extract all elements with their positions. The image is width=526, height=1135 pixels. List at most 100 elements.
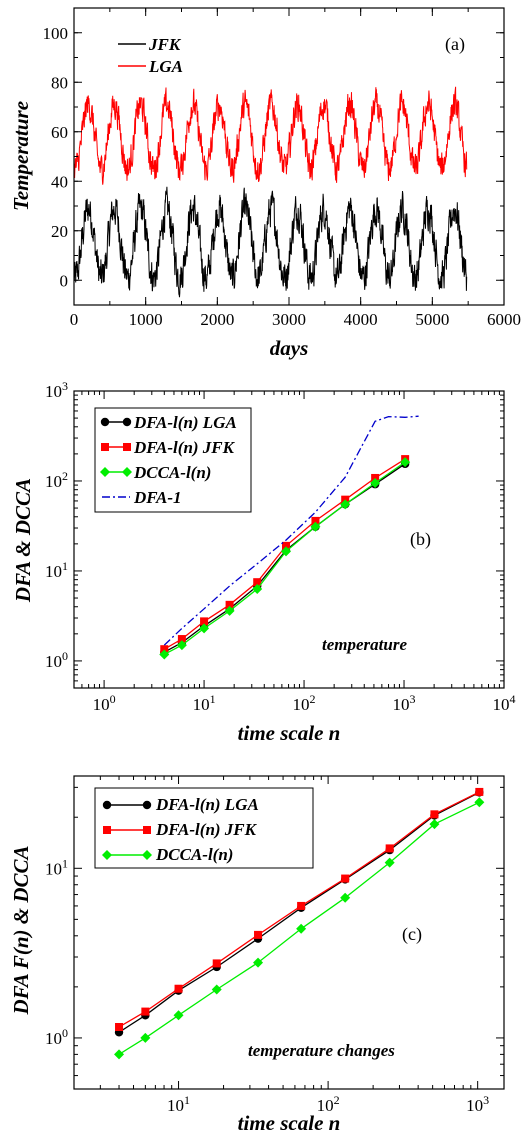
legend-b-jfk-label: DFA-l(n) JFK	[133, 438, 236, 457]
y-tick-label: 80	[51, 73, 68, 92]
data-point-s2	[114, 1049, 125, 1060]
panel-c-frame	[73, 775, 505, 1090]
panel-b-plot-area	[159, 415, 419, 660]
x-tick-label: 4000	[344, 310, 378, 329]
legend-b-dfa1-label: DFA-1	[133, 488, 182, 507]
legend-b-lga-label: DFA-l(n) LGA	[133, 413, 237, 432]
legend-marker-0	[100, 417, 110, 427]
data-point-s1	[385, 844, 394, 853]
legend-marker-0	[122, 417, 132, 427]
data-point-s2	[296, 923, 307, 934]
panel-a-plot-area	[73, 86, 468, 298]
data-point-s1	[174, 984, 183, 993]
panel-b: 100 101 102 103 104 100 101 102 103 time scale n…	[11, 379, 516, 745]
x-tick-label: 101	[193, 692, 216, 714]
y-tick-label: 102	[45, 469, 68, 491]
panel-c-xlabel: time scale n	[238, 1111, 341, 1135]
data-point-s2	[384, 857, 395, 868]
legend-marker-1	[143, 826, 151, 834]
data-point-s2	[176, 640, 187, 651]
data-point-s2	[281, 546, 292, 557]
series-line-2	[118, 801, 480, 1055]
legend-marker-2	[100, 467, 110, 477]
y-tick-label: 100	[43, 24, 69, 43]
data-point-s2	[253, 957, 264, 968]
legend-lga-label: LGA	[148, 57, 183, 76]
y-tick-label: 100	[45, 649, 68, 671]
panel-c-legend: DFA-l(n) LGA DFA-l(n) JFK DCCA-l(n)	[94, 787, 314, 869]
data-point-s1	[254, 930, 263, 939]
legend-marker-1	[123, 443, 131, 451]
data-point-s1	[341, 874, 350, 883]
panel-c-annotation: temperature changes	[248, 1041, 395, 1060]
y-tick-label: 101	[45, 559, 68, 581]
series-line-jfk	[73, 186, 468, 298]
data-point-s2	[173, 1010, 184, 1021]
data-point-s2	[340, 892, 351, 903]
panel-a-tag: (a)	[445, 34, 465, 55]
x-tick-label: 1000	[129, 310, 163, 329]
panel-c-plot-area	[114, 787, 485, 1060]
data-point-s1	[225, 600, 234, 609]
data-point-s2	[340, 499, 351, 510]
panel-b-legend-box	[94, 407, 252, 513]
data-point-s2	[252, 583, 263, 594]
data-point-s1	[475, 787, 484, 796]
data-point-s1	[430, 810, 439, 819]
legend-marker-0	[142, 800, 152, 810]
y-tick-label: 20	[51, 222, 68, 241]
legend-marker-0	[102, 800, 112, 810]
series-line-1	[163, 458, 406, 650]
panel-c-axes: 101 102 103 100 101	[45, 776, 504, 1115]
y-tick-label: 101	[45, 856, 68, 878]
panel-a-ylabel: Temperature	[9, 101, 33, 211]
panel-c-ylabel: DFA F(n) & DCCA	[9, 845, 33, 1015]
series-line-lga	[73, 86, 468, 185]
x-tick-label: 102	[293, 692, 316, 714]
panel-b-ylabel: DFA & DCCA	[11, 478, 35, 603]
data-point-s2	[429, 819, 440, 830]
data-point-s2	[400, 457, 411, 468]
data-point-s1	[177, 635, 186, 644]
y-tick-label: 100	[45, 1026, 68, 1048]
panel-c: 101 102 103 100 101 time scale n DFA F(n) & …	[9, 775, 505, 1135]
y-tick-label: 0	[60, 271, 69, 290]
panel-a: 0 1000 2000 3000 4000 5000 6000 0 20 40 60 80 100 da…	[9, 7, 521, 360]
x-tick-label: 103	[466, 1093, 489, 1115]
x-tick-label: 2000	[200, 310, 234, 329]
x-tick-label: 3000	[272, 310, 306, 329]
legend-b-dcca-label: DCCA-l(n)	[133, 463, 211, 482]
y-tick-label: 103	[45, 379, 68, 401]
data-point-s2	[310, 521, 321, 532]
legend-c-lga-label: DFA-l(n) LGA	[155, 795, 259, 814]
x-tick-label: 100	[93, 692, 116, 714]
x-tick-label: 103	[393, 692, 416, 714]
panel-b-annotation: temperature	[322, 635, 407, 654]
x-tick-label: 101	[167, 1093, 190, 1115]
legend-marker-1	[101, 443, 109, 451]
data-point-s1	[160, 645, 169, 654]
legend-marker-2	[122, 467, 132, 477]
legend-jfk-label: JFK	[148, 35, 182, 54]
panel-a-legend: JFK LGA	[118, 35, 183, 76]
x-tick-label: 5000	[415, 310, 449, 329]
series-line-2	[163, 461, 406, 655]
data-point-s2	[140, 1032, 151, 1043]
data-point-s1	[371, 473, 380, 482]
panel-b-axes: 100 101 102 103 104 100 101 102 103	[45, 379, 516, 714]
panel-a-xlabel: days	[270, 336, 309, 360]
data-point-s1	[311, 516, 320, 525]
data-point-s1	[115, 1022, 124, 1031]
panel-b-xlabel: time scale n	[238, 721, 341, 745]
legend-c-jfk-label: DFA-l(n) JFK	[155, 820, 258, 839]
series-line-0	[118, 791, 480, 1033]
x-tick-label: 6000	[487, 310, 521, 329]
x-tick-label: 104	[493, 692, 516, 714]
data-point-s1	[253, 578, 262, 587]
x-tick-label: 0	[70, 310, 79, 329]
data-point-s1	[200, 617, 209, 626]
legend-marker-2	[142, 850, 152, 860]
panel-b-legend: DFA-l(n) LGA DFA-l(n) JFK DCCA-l(n) DFA-…	[94, 407, 252, 513]
y-tick-label: 60	[51, 123, 68, 142]
